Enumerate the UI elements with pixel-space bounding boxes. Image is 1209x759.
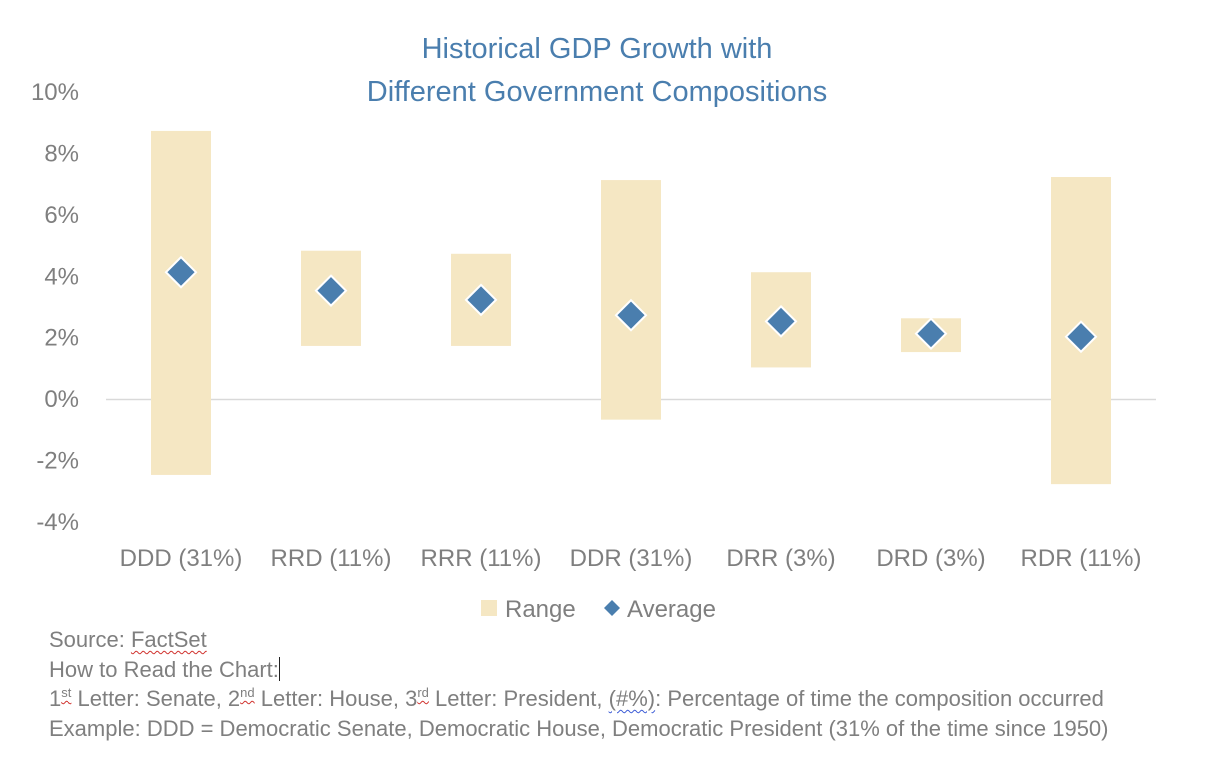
- legend-range-label: Range: [505, 596, 576, 623]
- how-to-read-line[interactable]: How to Read the Chart:: [49, 655, 1199, 685]
- y-tick-label: 2%: [44, 325, 79, 352]
- chart-title-line-1: Historical GDP Growth with: [422, 33, 773, 65]
- source-name: FactSet: [130, 627, 207, 652]
- letter-1-suffix: st: [61, 685, 72, 700]
- y-tick-label: 4%: [44, 263, 79, 290]
- average-markers: [164, 255, 1098, 354]
- y-tick-label: 10%: [31, 79, 79, 106]
- x-category-label: RDR (11%): [1021, 545, 1142, 572]
- average-marker: [1064, 320, 1098, 354]
- letter-2-suffix: nd: [240, 685, 255, 700]
- letter-2-text: Letter: House,: [254, 686, 406, 711]
- x-category-label: DDR (31%): [570, 545, 693, 572]
- x-axis-labels: DDD (31%) RRD (11%) RRR (11%) DDR (31%) DRR …: [120, 545, 1142, 572]
- chart: Historical GDP Growth with Different Gov…: [31, 33, 1156, 623]
- legend-range-swatch: [481, 600, 497, 616]
- letter-1-number: 1: [49, 686, 62, 711]
- average-marker: [764, 304, 798, 338]
- y-tick-label: 8%: [44, 140, 79, 167]
- average-marker: [914, 317, 948, 351]
- x-category-label: DDD (31%): [120, 545, 243, 572]
- y-tick-label: 0%: [44, 386, 79, 413]
- y-axis-labels: -4% -2% 0% 2% 4% 6% 8% 10%: [31, 79, 79, 536]
- range-bar: [151, 130, 211, 475]
- range-bars: [151, 130, 1111, 485]
- chart-title-line-2: Different Government Compositions: [367, 76, 827, 108]
- text-cursor: [278, 656, 280, 681]
- chart-notes: Source: FactSet How to Read the Chart: 1…: [49, 625, 1199, 743]
- x-category-label: RRR (11%): [421, 545, 542, 572]
- legend: Range Average: [481, 596, 716, 623]
- how-to-read-label: How to Read the Chart:: [49, 656, 279, 682]
- letter-1-text: Letter: Senate,: [71, 686, 228, 711]
- source-prefix: Source:: [49, 627, 131, 652]
- percentage-token: (#%): [608, 686, 656, 711]
- percentage-text: : Percentage of time the composition occ…: [655, 686, 1104, 711]
- y-tick-label: -4%: [36, 509, 79, 536]
- y-tick-label: 6%: [44, 202, 79, 229]
- average-marker: [314, 274, 348, 308]
- average-marker: [614, 298, 648, 332]
- letter-3-suffix: rd: [417, 685, 429, 700]
- source-line: Source: FactSet: [49, 625, 1199, 655]
- legend-average-marker: [604, 600, 620, 616]
- average-marker: [164, 255, 198, 289]
- example-line: Example: DDD = Democratic Senate, Democr…: [49, 715, 1109, 741]
- x-category-label: DRR (3%): [726, 545, 835, 572]
- letters-legend-line: 1st Letter: Senate, 2nd Letter: House, 3…: [49, 684, 1199, 714]
- average-marker: [464, 283, 498, 317]
- legend-average-label: Average: [627, 596, 716, 623]
- letter-2-number: 2: [227, 686, 241, 711]
- x-category-label: RRD (11%): [271, 545, 392, 572]
- y-tick-label: -2%: [36, 448, 79, 475]
- letter-3-text: Letter: President,: [428, 686, 609, 711]
- x-category-label: DRD (3%): [876, 545, 985, 572]
- letter-3-number: 3: [405, 686, 418, 711]
